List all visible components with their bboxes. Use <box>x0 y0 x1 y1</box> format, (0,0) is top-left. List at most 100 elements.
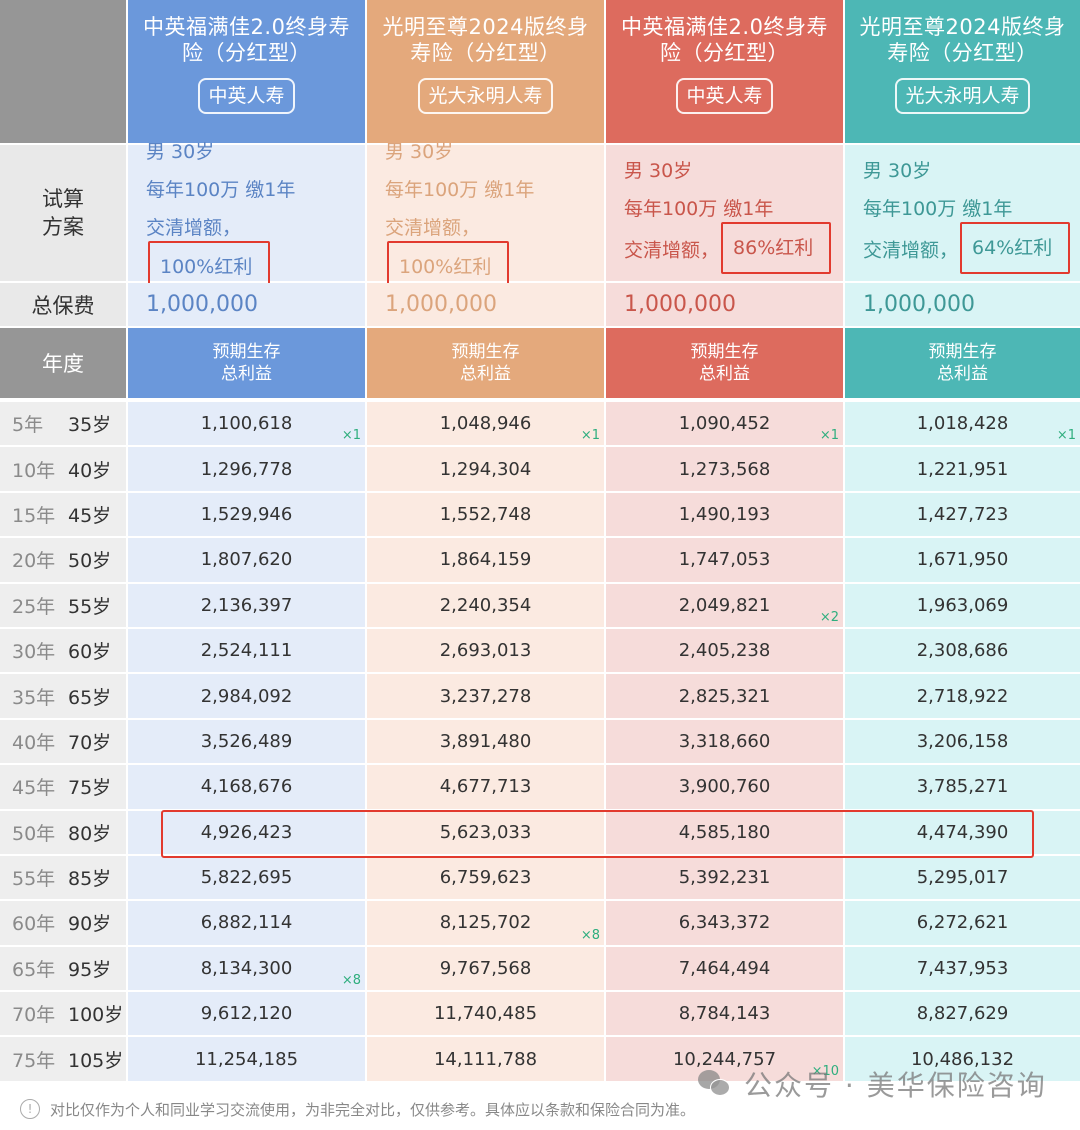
benefit-value: 5,295,017 <box>843 855 1080 902</box>
row-label: 70年 100岁 <box>0 992 126 1038</box>
benefit-value: 1,090,452 ×1 <box>604 402 843 448</box>
policy-year: 65年 <box>12 958 56 981</box>
benefit-value: 1,864,159 <box>365 538 604 584</box>
benefit-value: 2,240,354 <box>365 583 604 629</box>
policy-year: 30年 <box>12 641 56 664</box>
benefit-value: 2,308,686 <box>843 628 1080 675</box>
benefit-value: 3,785,271 <box>843 765 1080 811</box>
product-name: 中英福满佳2.0终身寿 险（分红型） <box>143 15 350 65</box>
benefit-value: 2,984,092 <box>126 674 365 720</box>
insured-age: 90岁 <box>68 913 112 936</box>
insured-age: 85岁 <box>68 868 112 891</box>
insured-age: 60岁 <box>68 641 112 664</box>
policy-year: 70年 <box>12 1004 56 1027</box>
plan-option: 交清增额， <box>863 239 959 262</box>
multiplier-badge: ×8 <box>580 927 600 943</box>
insured-age: 50岁 <box>68 550 112 573</box>
row-label: 50年 80岁 <box>0 810 126 856</box>
row-label: 5年 35岁 <box>0 402 126 448</box>
policy-year: 25年 <box>12 595 56 618</box>
benefit-value: 6,272,621 <box>843 901 1080 947</box>
data-rows: 5年 35岁 1,100,618 ×1 1,048,946 ×1 1,090,452 ×1 1,… <box>0 402 1080 1083</box>
multiplier-badge: ×1 <box>341 428 361 444</box>
watermark: 公众号 · 美华保险咨询 <box>698 1064 1047 1104</box>
product-name: 中英福满佳2.0终身寿 险（分红型） <box>621 15 828 65</box>
plan-cell-1: 男 30岁 每年100万 缴1年 交清增额，100%红利 <box>126 141 365 293</box>
insured-age: 100岁 <box>68 1004 124 1027</box>
benefit-value: 5,822,695 <box>126 855 365 902</box>
benefit-value: 6,882,114 <box>126 901 365 947</box>
benefit-value: 1,296,778 <box>126 447 365 493</box>
insured-age: 95岁 <box>68 958 112 981</box>
benefit-value: 2,049,821 ×2 <box>604 583 843 629</box>
plan-payment: 每年100万 缴1年 <box>146 179 296 201</box>
benefit-value: 4,677,713 <box>365 765 604 811</box>
row-label: 55年 85岁 <box>0 855 126 902</box>
watermark-text: 公众号 · 美华保险咨询 <box>744 1069 1047 1102</box>
multiplier-badge: ×2 <box>819 609 839 625</box>
benefit-value: 2,524,111 <box>126 628 365 675</box>
benefit-value: 4,474,390 <box>843 810 1080 856</box>
product-name: 光明至尊2024版终身 寿险（分红型） <box>859 15 1066 65</box>
row-label: 40年 70岁 <box>0 719 126 766</box>
benefit-value: 1,294,304 <box>365 447 604 493</box>
benefit-value: 1,529,946 <box>126 492 365 539</box>
dividend-highlight: 86%红利 <box>721 222 832 274</box>
policy-year: 75年 <box>12 1049 56 1072</box>
benefit-value: 8,784,143 <box>604 992 843 1038</box>
benefit-value: 3,237,278 <box>365 674 604 720</box>
total-premium-4: 1,000,000 <box>843 283 1080 328</box>
row-label: 65年 95岁 <box>0 946 126 993</box>
plan-cell-2: 男 30岁 每年100万 缴1年 交清增额，100%红利 <box>365 141 604 293</box>
insured-age: 40岁 <box>68 459 112 482</box>
policy-year: 20年 <box>12 550 56 573</box>
product-header-2: 光明至尊2024版终身 寿险（分红型） 光大永明人寿 <box>365 0 604 145</box>
policy-year: 15年 <box>12 504 56 527</box>
policy-year: 60年 <box>12 913 56 936</box>
benefit-value: 1,747,053 <box>604 538 843 584</box>
benefit-value: 7,437,953 <box>843 946 1080 993</box>
row-label: 25年 55岁 <box>0 583 126 629</box>
benefit-value: 2,405,238 <box>604 628 843 675</box>
company-badge: 光大永明人寿 <box>418 78 553 114</box>
insured-age: 65岁 <box>68 686 112 709</box>
benefit-value: 2,693,013 <box>365 628 604 675</box>
benefit-value: 3,900,760 <box>604 765 843 811</box>
total-premium-3: 1,000,000 <box>604 283 843 328</box>
benefit-value: 1,671,950 <box>843 538 1080 584</box>
dividend-highlight: 64%红利 <box>960 222 1071 274</box>
plan-payment: 每年100万 缴1年 <box>863 198 1013 220</box>
benefit-value: 1,018,428 ×1 <box>843 402 1080 448</box>
policy-year: 50年 <box>12 822 56 845</box>
total-premium-2: 1,000,000 <box>365 283 604 328</box>
header-corner <box>0 0 126 145</box>
insured-age: 75岁 <box>68 777 112 800</box>
benefit-value: 3,318,660 <box>604 719 843 766</box>
plan-gender-age: 男 30岁 <box>146 141 215 163</box>
benefit-value: 9,612,120 <box>126 992 365 1038</box>
row-label: 35年 65岁 <box>0 674 126 720</box>
row-label: 10年 40岁 <box>0 447 126 493</box>
benefit-value: 6,759,623 <box>365 855 604 902</box>
benefit-value: 8,125,702 ×8 <box>365 901 604 947</box>
product-header-1: 中英福满佳2.0终身寿 险（分红型） 中英人寿 <box>126 0 365 145</box>
benefit-value: 4,585,180 <box>604 810 843 856</box>
insured-age: 45岁 <box>68 504 112 527</box>
plan-option: 交清增额， <box>624 239 720 262</box>
multiplier-badge: ×1 <box>1056 428 1076 444</box>
multiplier-badge: ×8 <box>341 973 361 989</box>
policy-year: 10年 <box>12 459 56 482</box>
benefit-value: 2,136,397 <box>126 583 365 629</box>
insured-age: 55岁 <box>68 595 112 618</box>
disclaimer-text: 对比仅作为个人和同业学习交流使用，为非完全对比，仅供参考。具体应以条款和保险合同… <box>50 1100 696 1119</box>
row-label: 60年 90岁 <box>0 901 126 947</box>
company-badge: 中英人寿 <box>676 78 773 114</box>
benefit-value: 5,623,033 <box>365 810 604 856</box>
benefit-value: 1,490,193 <box>604 492 843 539</box>
benefit-value: 3,891,480 <box>365 719 604 766</box>
benefit-value: 1,048,946 ×1 <box>365 402 604 448</box>
benefit-value: 1,963,069 <box>843 583 1080 629</box>
total-premium-label: 总保费 <box>0 283 126 328</box>
row-label: 15年 45岁 <box>0 492 126 539</box>
multiplier-badge: ×10 <box>811 1063 839 1079</box>
